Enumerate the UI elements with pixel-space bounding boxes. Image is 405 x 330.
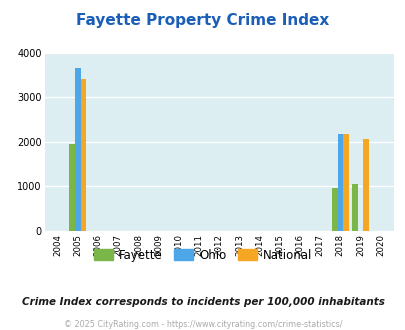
Bar — [75, 68, 81, 231]
Bar — [337, 134, 342, 231]
Text: Crime Index corresponds to incidents per 100,000 inhabitants: Crime Index corresponds to incidents per… — [21, 297, 384, 307]
Bar — [351, 184, 357, 231]
Bar — [342, 134, 348, 231]
Legend: Fayette, Ohio, National: Fayette, Ohio, National — [89, 244, 316, 266]
Bar — [69, 144, 75, 231]
Text: © 2025 CityRating.com - https://www.cityrating.com/crime-statistics/: © 2025 CityRating.com - https://www.city… — [64, 319, 341, 329]
Bar — [81, 79, 86, 231]
Text: Fayette Property Crime Index: Fayette Property Crime Index — [76, 13, 329, 28]
Bar — [362, 139, 368, 231]
Bar — [331, 188, 337, 231]
